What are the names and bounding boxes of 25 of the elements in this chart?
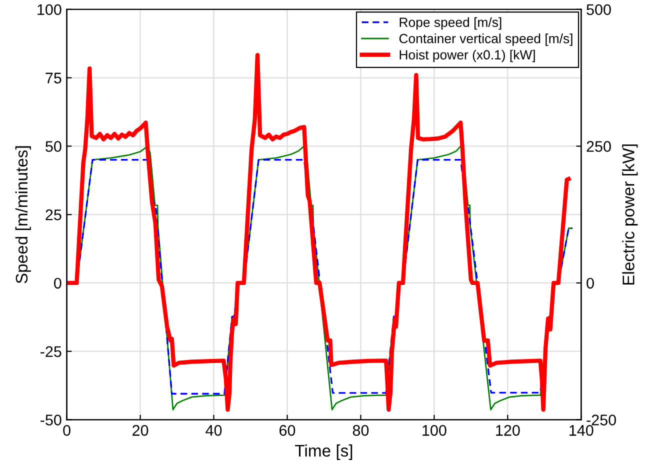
x-tick-label: 40	[206, 425, 222, 436]
y-tick-label: 50	[46, 141, 62, 152]
x-tick-label: 20	[132, 425, 148, 436]
y2-tick-label: -250	[586, 414, 616, 426]
y2-tick-label: 500	[586, 4, 611, 16]
y-tick-label: 0	[54, 278, 62, 289]
y-tick-label: 100	[38, 4, 62, 16]
y2-tick-label: 0	[586, 278, 594, 289]
y-tick-label: 75	[46, 72, 62, 84]
x-tick-label: 120	[496, 425, 520, 436]
legend-label: Hoist power (x0.1) [kW]	[400, 50, 535, 62]
legend-label: Container vertical speed [m/s]	[399, 34, 572, 46]
legend-label: Rope speed [m/s]	[400, 17, 502, 30]
y-axis-title: Speed [m/minutes]	[15, 146, 31, 284]
x-tick-label: 100	[422, 425, 446, 436]
x-tick-label: 80	[352, 425, 369, 436]
x-axis-title: Time [s]	[295, 444, 352, 460]
y-tick-label: 25	[46, 209, 62, 220]
x-tick-label: 0	[63, 425, 70, 436]
y-tick-label: -25	[40, 346, 62, 358]
y2-axis-title: Electric power [kW]	[622, 144, 638, 285]
x-tick-label: 60	[280, 425, 296, 436]
y2-tick-label: 250	[586, 141, 611, 152]
y-tick-label: -50	[40, 414, 62, 426]
x-tick-label: 140	[570, 425, 594, 436]
